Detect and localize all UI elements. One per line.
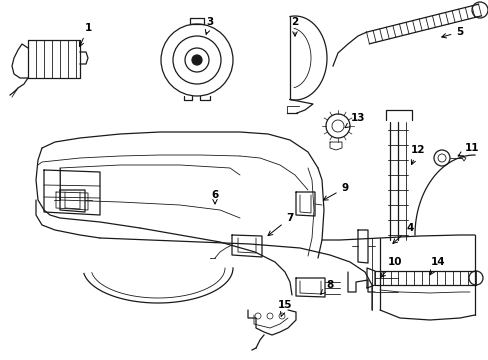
Circle shape (325, 114, 349, 138)
Circle shape (184, 48, 208, 72)
Circle shape (173, 36, 221, 84)
Text: 8: 8 (320, 280, 333, 294)
Text: 14: 14 (429, 257, 445, 275)
Circle shape (192, 55, 202, 65)
Text: 7: 7 (267, 213, 293, 235)
Text: 4: 4 (392, 223, 413, 243)
Text: 9: 9 (323, 183, 348, 200)
Text: 13: 13 (345, 113, 365, 128)
Circle shape (279, 313, 285, 319)
Circle shape (437, 154, 445, 162)
Text: 11: 11 (457, 143, 478, 156)
Circle shape (433, 150, 449, 166)
Circle shape (266, 313, 272, 319)
Text: 10: 10 (380, 257, 402, 277)
Text: 3: 3 (205, 17, 213, 34)
Text: 2: 2 (291, 17, 298, 36)
Text: 12: 12 (410, 145, 425, 165)
Text: 15: 15 (277, 300, 292, 316)
Text: 5: 5 (441, 27, 463, 38)
Circle shape (254, 313, 261, 319)
Text: 1: 1 (79, 23, 91, 46)
Text: 6: 6 (211, 190, 218, 204)
Circle shape (331, 120, 343, 132)
Circle shape (471, 2, 487, 18)
Circle shape (161, 24, 232, 96)
Circle shape (468, 271, 482, 285)
